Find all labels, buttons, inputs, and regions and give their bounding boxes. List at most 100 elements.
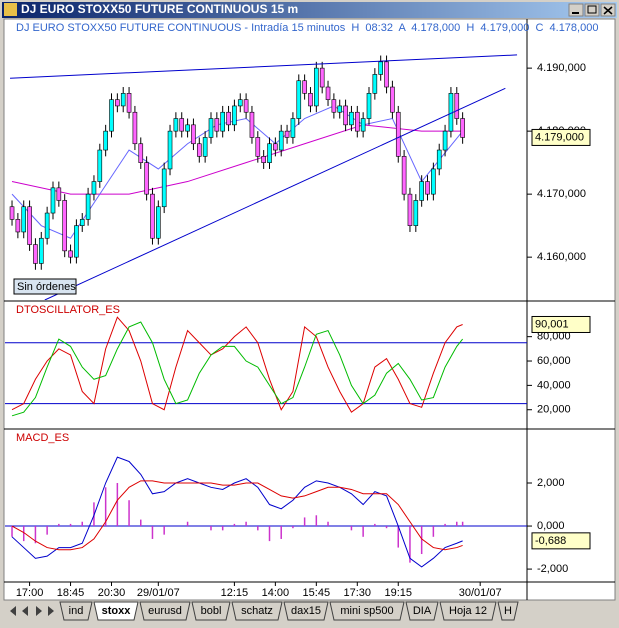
candle-body <box>243 99 249 113</box>
candle-body <box>237 99 243 107</box>
tab-label[interactable]: mini sp500 <box>340 605 393 617</box>
candle-body <box>401 156 407 195</box>
candle-body <box>249 111 255 138</box>
candle-body <box>50 187 56 214</box>
tab-label[interactable]: bobl <box>201 605 222 617</box>
x-tick-label: 12:15 <box>221 587 249 599</box>
tab[interactable] <box>191 601 231 621</box>
candle-body <box>284 130 290 138</box>
candle-body <box>62 200 67 252</box>
candle-body <box>366 93 372 119</box>
candle-body <box>384 61 389 88</box>
candle-body <box>138 143 144 163</box>
candle-body <box>278 130 284 151</box>
candle-body <box>79 219 85 226</box>
y-tick-label: 40,000 <box>537 379 571 391</box>
x-tick-label: 15:45 <box>303 587 331 599</box>
tab-label[interactable]: DIA <box>413 605 432 617</box>
x-tick-label: 14:00 <box>262 587 290 599</box>
pane-plot <box>5 316 527 417</box>
candle-body <box>33 244 38 264</box>
candle-body <box>378 61 383 75</box>
candle-body <box>150 193 155 239</box>
candle-body <box>413 200 419 226</box>
pane-title: DJ EURO STOXX50 FUTURE CONTINUOUS - Intr… <box>16 22 598 34</box>
candle-body <box>9 206 15 220</box>
candle-body <box>185 124 190 132</box>
tab[interactable] <box>283 601 329 621</box>
tab[interactable] <box>59 601 93 621</box>
candle-body <box>419 181 424 201</box>
x-tick-label: 30/01/07 <box>459 587 502 599</box>
candle-body <box>44 212 50 239</box>
candle-body <box>226 111 231 126</box>
y-tick-label: 0,000 <box>537 520 565 532</box>
candle-body <box>425 181 430 195</box>
candle-body <box>296 80 302 119</box>
tab-label[interactable]: Hoja 12 <box>449 605 487 617</box>
candle-body <box>436 149 442 170</box>
tab-label[interactable]: stoxx <box>102 605 132 617</box>
candle-body <box>431 168 436 195</box>
tab[interactable] <box>93 601 139 621</box>
oscillator-line <box>11 321 464 417</box>
macd-line <box>11 480 463 551</box>
candle-body <box>21 206 27 233</box>
candle-body <box>314 67 319 107</box>
tab[interactable] <box>439 601 497 621</box>
candle-body <box>354 111 360 132</box>
tab[interactable] <box>405 601 439 621</box>
last-value-label: -0,688 <box>535 535 566 547</box>
candle-body <box>460 118 465 138</box>
candle-body <box>208 118 214 138</box>
tab-label[interactable]: eurusd <box>148 605 182 617</box>
pane-plot <box>9 54 518 300</box>
x-tick-label: 20:30 <box>98 587 126 599</box>
candle-body <box>85 193 91 220</box>
trend-line <box>44 87 506 300</box>
candle-body <box>261 156 266 163</box>
tab-label[interactable]: H <box>504 605 512 617</box>
tab[interactable] <box>231 601 283 621</box>
candle-body <box>74 225 79 258</box>
candle-body <box>120 93 126 107</box>
x-tick-label: 29/01/07 <box>137 587 180 599</box>
tab-label[interactable]: schatz <box>241 605 273 617</box>
candle-body <box>325 86 331 100</box>
last-value-label: 4.179,000 <box>535 131 584 143</box>
candle-body <box>196 143 202 157</box>
candle-body <box>407 193 413 226</box>
candle-body <box>27 206 32 245</box>
pane-plot <box>5 456 527 568</box>
y-tick-label: 20,000 <box>537 404 571 416</box>
candle-body <box>191 124 196 145</box>
trend-line <box>10 54 518 79</box>
candle-body <box>161 168 167 208</box>
tab[interactable] <box>497 601 519 621</box>
pane-title: MACD_ES <box>16 432 69 444</box>
candle-body <box>390 86 395 113</box>
candle-body <box>343 105 348 126</box>
candle-body <box>232 105 237 126</box>
tab[interactable] <box>329 601 405 621</box>
candle-body <box>68 250 73 258</box>
window-buttons[interactable] <box>568 3 616 17</box>
candle-body <box>179 118 185 132</box>
candle-body <box>337 105 343 113</box>
candle-body <box>56 187 62 201</box>
candle-body <box>115 99 120 107</box>
candle-body <box>144 162 149 195</box>
tab-label[interactable]: dax15 <box>291 605 321 617</box>
candle-body <box>331 99 337 113</box>
y-tick-label: -2,000 <box>537 563 568 575</box>
x-tick-label: 17:30 <box>344 587 372 599</box>
candle-body <box>349 111 354 126</box>
candle-body <box>202 137 208 157</box>
pane-title: DTOSCILLATOR_ES <box>16 304 120 316</box>
candle-body <box>156 206 161 239</box>
tab-label[interactable]: ind <box>69 605 84 617</box>
y-tick-label: 4.160,000 <box>537 251 586 263</box>
candle-body <box>173 118 179 132</box>
app-icon <box>4 3 17 16</box>
tab[interactable] <box>139 601 191 621</box>
